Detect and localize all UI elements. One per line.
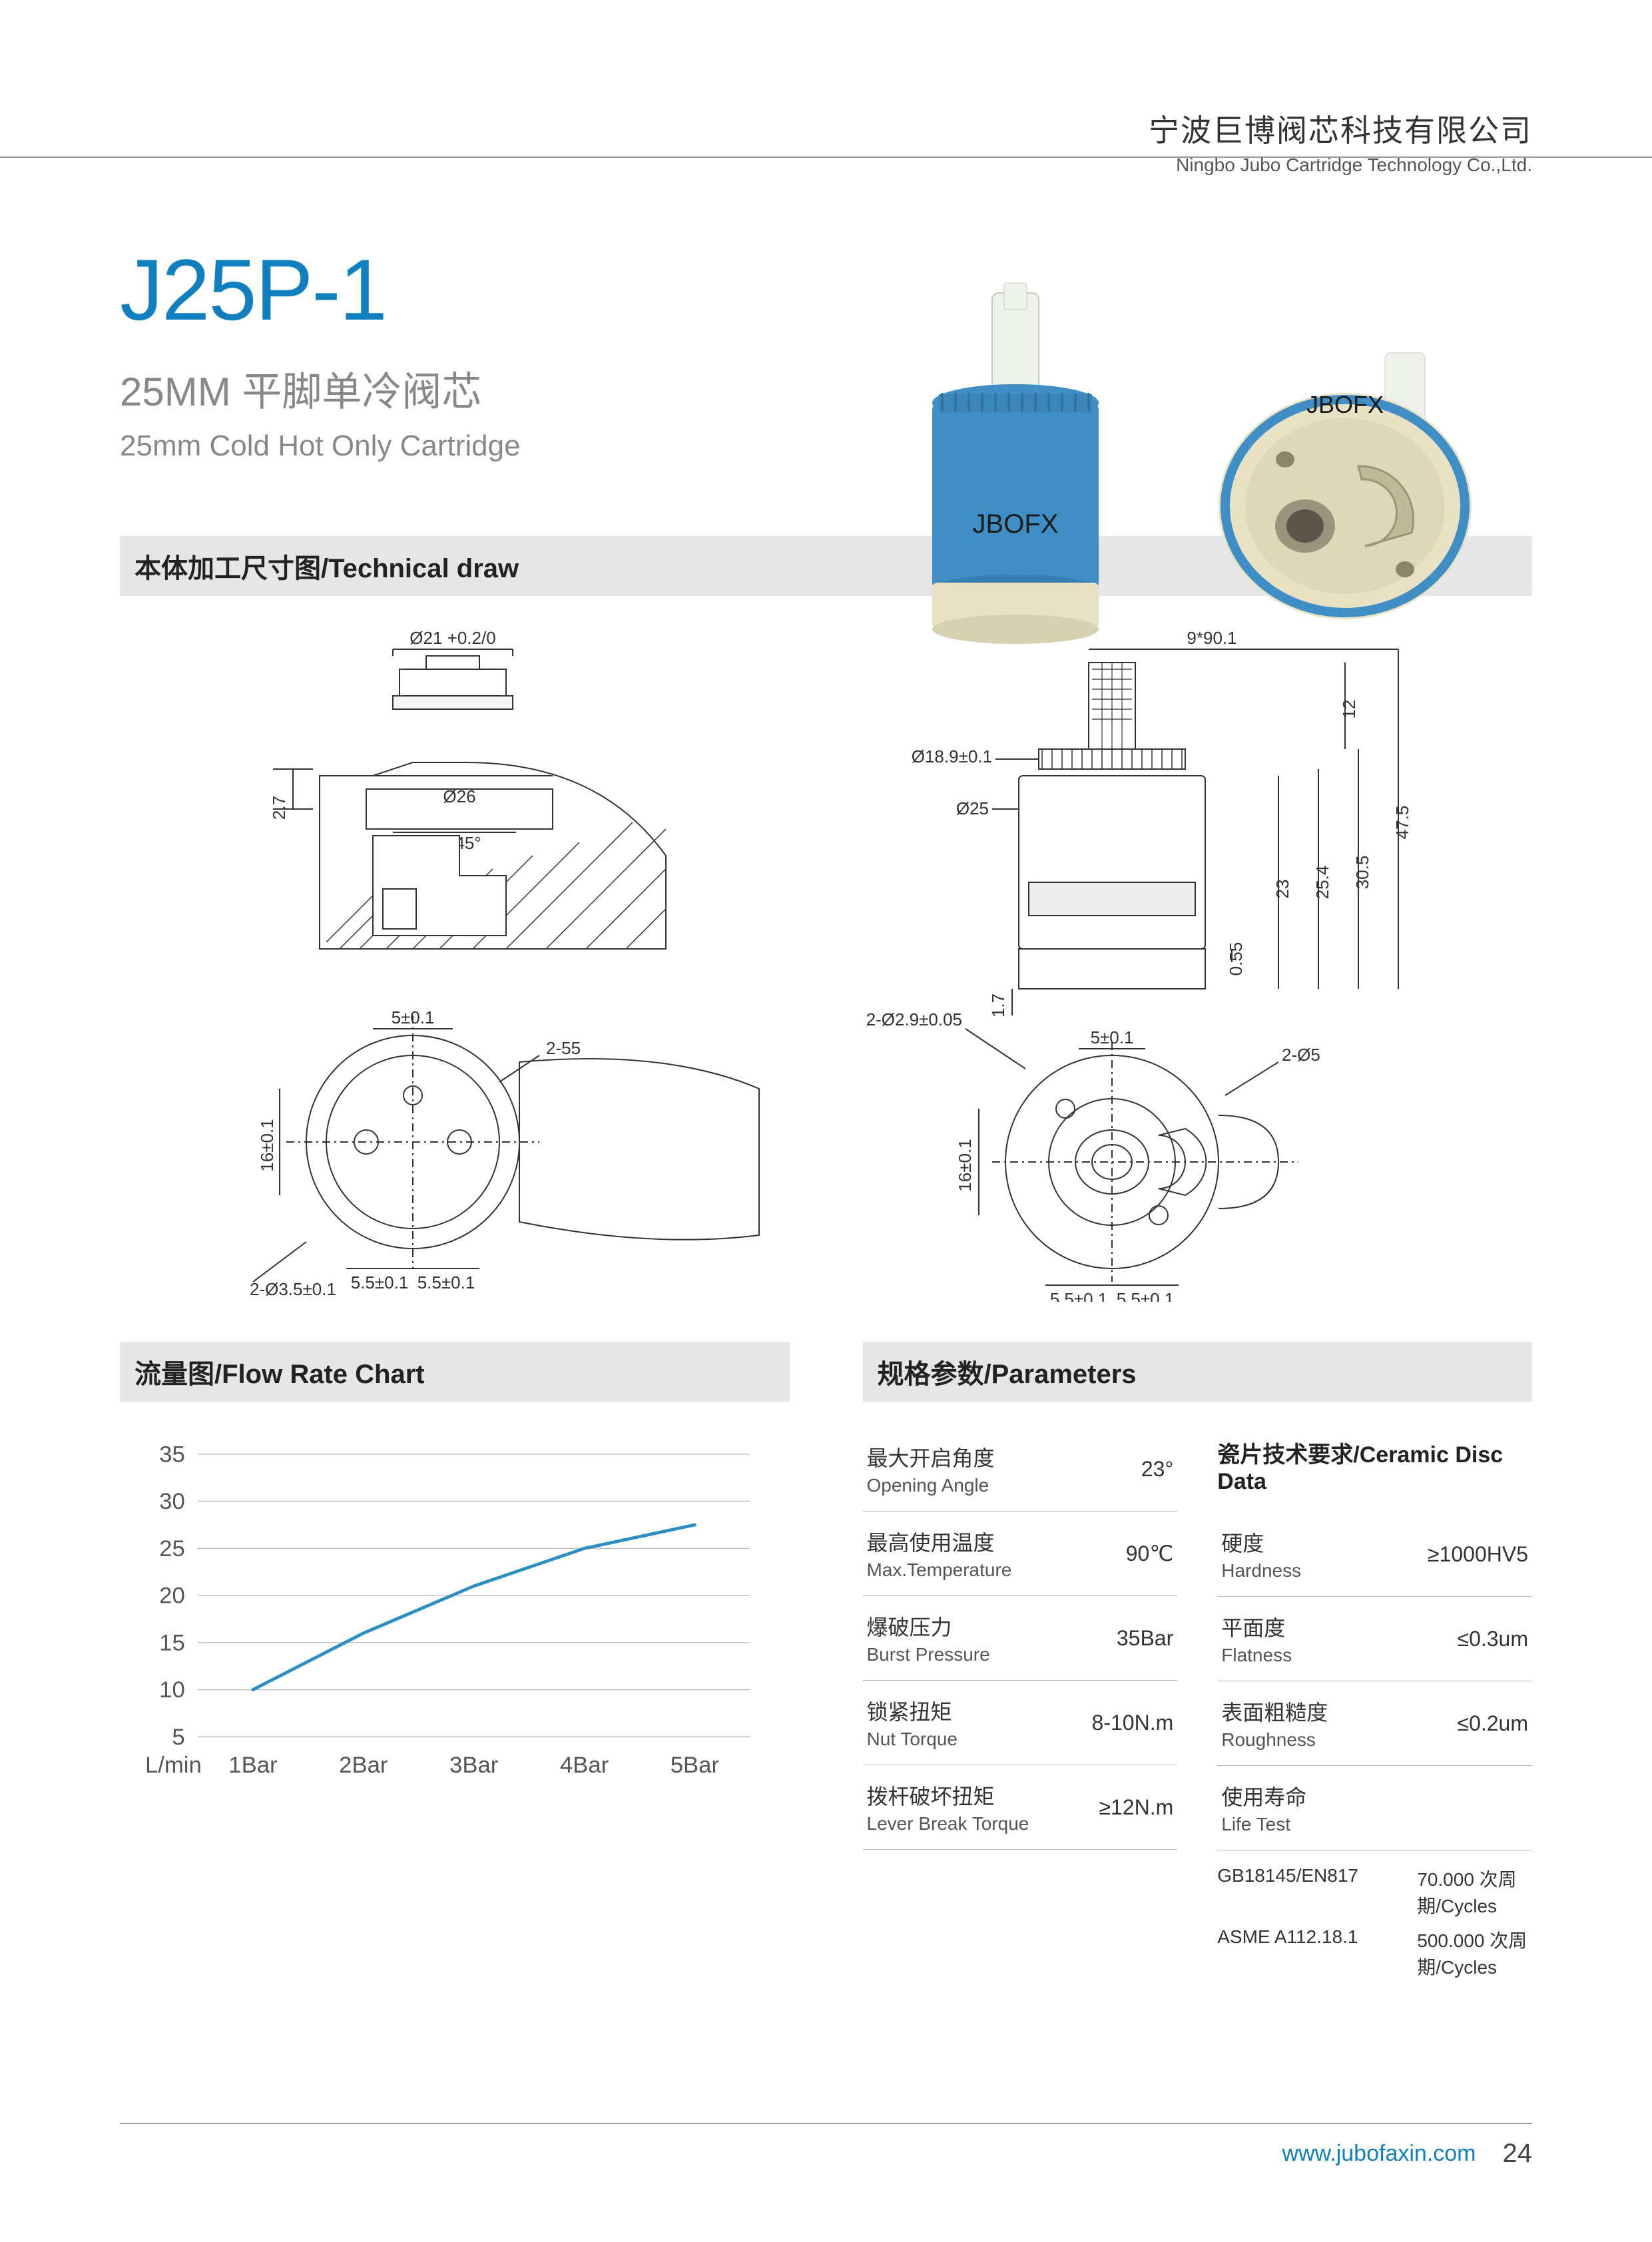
- brand-label-bottom: JBOFX: [1306, 391, 1384, 418]
- parameters-left: 最大开启角度 Opening Angle23° 最高使用温度Max.Temperat…: [863, 1427, 1178, 1984]
- param-label-en: Life Test: [1221, 1814, 1516, 1835]
- param-row: 平面度 Flatness≤0.3um: [1217, 1597, 1532, 1681]
- param-label-cn: 最大开启角度: [867, 1442, 1129, 1472]
- svg-text:12: 12: [1339, 700, 1359, 719]
- life-test-cycles: 70.000 次周期/Cycles: [1417, 1865, 1532, 1918]
- param-row: 爆破压力 Burst Pressure35Bar: [863, 1596, 1178, 1681]
- svg-text:5.5±0.1: 5.5±0.1: [1050, 1289, 1108, 1302]
- life-test-standard: ASME A112.18.1: [1217, 1926, 1417, 1980]
- svg-text:9*90.1: 9*90.1: [1187, 628, 1237, 648]
- param-label-en: Burst Pressure: [867, 1644, 1105, 1665]
- param-label-cn: 使用寿命: [1221, 1781, 1516, 1811]
- svg-text:5.5±0.1: 5.5±0.1: [1117, 1289, 1175, 1302]
- svg-text:10: 10: [159, 1677, 185, 1703]
- param-label-en: Roughness: [1221, 1729, 1445, 1751]
- technical-drawing: Ø21 +0.2/0 Ø26 0.5*45°: [120, 623, 1532, 1302]
- param-value: 8-10N.m: [1080, 1711, 1174, 1735]
- life-test-standard: GB18145/EN817: [1217, 1865, 1417, 1918]
- param-label-cn: 爆破压力: [867, 1611, 1105, 1641]
- parameters-right: 瓷片技术要求/Ceramic Disc Data 硬度 Hardness≥1000…: [1217, 1427, 1532, 1984]
- footer-page-number: 24: [1503, 2139, 1533, 2169]
- param-label-cn: 最高使用温度: [867, 1526, 1114, 1557]
- life-test-cycles: 500.000 次周期/Cycles: [1417, 1926, 1532, 1980]
- param-label-en: Flatness: [1221, 1645, 1445, 1666]
- svg-text:5Bar: 5Bar: [671, 1753, 719, 1778]
- svg-text:20: 20: [159, 1583, 185, 1609]
- svg-text:Ø25: Ø25: [956, 798, 989, 818]
- svg-text:1Bar: 1Bar: [228, 1753, 277, 1778]
- svg-text:Ø18.9±0.1: Ø18.9±0.1: [912, 746, 992, 766]
- svg-text:5±0.1: 5±0.1: [392, 1007, 435, 1027]
- life-test-row: ASME A112.18.1500.000 次周期/Cycles: [1217, 1922, 1532, 1984]
- param-row: 最高使用温度Max.Temperature90℃: [863, 1512, 1178, 1596]
- svg-text:30: 30: [159, 1489, 185, 1514]
- company-name-en: Ningbo Jubo Cartridge Technology Co.,Ltd…: [1149, 154, 1532, 176]
- svg-text:1.7: 1.7: [988, 993, 1008, 1017]
- param-value: ≥12N.m: [1087, 1795, 1173, 1820]
- svg-text:0.55: 0.55: [1226, 942, 1246, 976]
- company-block: 宁波巨博阀芯科技有限公司 Ningbo Jubo Cartridge Techn…: [1149, 107, 1532, 176]
- param-row: 最大开启角度 Opening Angle23°: [863, 1427, 1178, 1512]
- param-label-en: Nut Torque: [867, 1729, 1080, 1750]
- param-label-en: Lever Break Torque: [867, 1813, 1087, 1834]
- svg-text:5±0.1: 5±0.1: [1091, 1027, 1134, 1047]
- param-label-cn: 锁紧扭矩: [867, 1695, 1080, 1726]
- svg-text:2.7: 2.7: [269, 796, 289, 820]
- svg-text:2Bar: 2Bar: [339, 1753, 388, 1778]
- svg-text:2-Ø2.9±0.05: 2-Ø2.9±0.05: [866, 1009, 962, 1029]
- svg-text:16±0.1: 16±0.1: [955, 1139, 975, 1191]
- param-row: 硬度 Hardness≥1000HV5: [1217, 1512, 1532, 1597]
- param-value: ≤0.2um: [1446, 1711, 1529, 1736]
- param-label-cn: 硬度: [1221, 1527, 1416, 1557]
- ceramic-disc-header: 瓷片技术要求/Ceramic Disc Data: [1217, 1427, 1532, 1512]
- svg-text:35: 35: [159, 1442, 185, 1468]
- param-value: 23°: [1129, 1457, 1173, 1482]
- param-value: 35Bar: [1105, 1626, 1173, 1651]
- section-flow-chart: 流量图/Flow Rate Chart: [120, 1342, 790, 1402]
- product-photo: JBOFX JBOFX: [839, 253, 1505, 686]
- param-label-en: Max.Temperature: [867, 1559, 1114, 1581]
- svg-text:3Bar: 3Bar: [449, 1753, 498, 1778]
- svg-text:47.5: 47.5: [1392, 806, 1412, 840]
- param-row: 锁紧扭矩 Nut Torque8-10N.m: [863, 1681, 1178, 1765]
- param-row: 拨杆破坏扭矩Lever Break Torque≥12N.m: [863, 1765, 1178, 1850]
- svg-text:5.5±0.1: 5.5±0.1: [417, 1272, 475, 1292]
- param-row: 表面粗糙度Roughness≤0.2um: [1217, 1681, 1532, 1766]
- section-parameters: 规格参数/Parameters: [863, 1342, 1533, 1402]
- param-value: ≥1000HV5: [1416, 1542, 1528, 1567]
- svg-text:5.5±0.1: 5.5±0.1: [351, 1272, 409, 1292]
- svg-text:16±0.1: 16±0.1: [257, 1119, 277, 1171]
- flow-rate-chart: 5 10 15 20 25 30 35 L/min 1Bar 2Bar 3Bar 4Bar 5Bar: [120, 1435, 790, 1795]
- company-name-cn: 宁波巨博阀芯科技有限公司: [1149, 107, 1532, 150]
- brand-label-front: JBOFX: [973, 509, 1059, 539]
- life-test-row: GB18145/EN81770.000 次周期/Cycles: [1217, 1861, 1532, 1922]
- param-row: 使用寿命 Life Test: [1217, 1766, 1532, 1850]
- param-label-cn: 平面度: [1221, 1611, 1445, 1642]
- page-footer: www.jubofaxin.com 24: [120, 2123, 1532, 2169]
- param-value: ≤0.3um: [1446, 1627, 1529, 1651]
- param-label-cn: 表面粗糙度: [1221, 1696, 1445, 1727]
- svg-text:15: 15: [159, 1630, 185, 1655]
- svg-text:L/min: L/min: [145, 1753, 202, 1778]
- svg-text:25.4: 25.4: [1312, 866, 1332, 900]
- svg-text:2-Ø5: 2-Ø5: [1282, 1045, 1320, 1065]
- svg-text:23: 23: [1272, 880, 1292, 899]
- svg-text:5: 5: [172, 1725, 184, 1750]
- svg-text:Ø21 +0.2/0: Ø21 +0.2/0: [410, 628, 495, 648]
- svg-text:Ø26: Ø26: [443, 786, 475, 806]
- svg-text:2-Ø3.5±0.1: 2-Ø3.5±0.1: [250, 1279, 336, 1299]
- footer-url: www.jubofaxin.com: [1282, 2141, 1476, 2167]
- param-label-en: Opening Angle: [867, 1475, 1129, 1496]
- param-label-cn: 拨杆破坏扭矩: [867, 1780, 1087, 1811]
- svg-text:25: 25: [159, 1536, 185, 1561]
- param-value: 90℃: [1114, 1541, 1174, 1566]
- param-label-en: Hardness: [1221, 1560, 1416, 1581]
- svg-text:4Bar: 4Bar: [560, 1753, 609, 1778]
- svg-text:2-55: 2-55: [546, 1038, 581, 1058]
- svg-text:30.5: 30.5: [1352, 856, 1372, 890]
